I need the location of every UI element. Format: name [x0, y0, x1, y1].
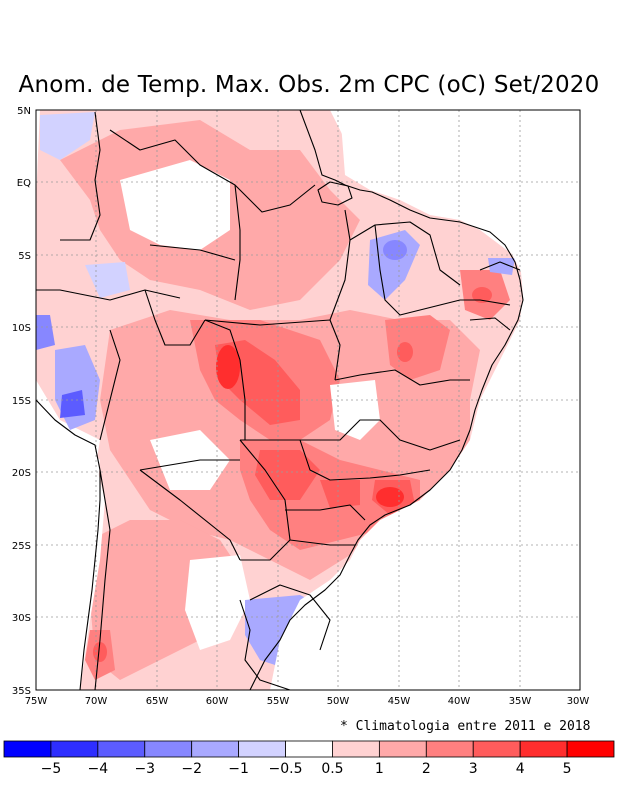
lat-label: 10S — [12, 323, 31, 334]
anomaly-zero-paraguay — [150, 430, 230, 490]
lat-label: 20S — [12, 468, 31, 479]
map-title: Anom. de Temp. Max. Obs. 2m CPC (oC) Set… — [18, 72, 600, 98]
anomaly-fill-level4-sao-paulo — [255, 450, 320, 500]
climatology-footnote: * Climatologia entre 2011 e 2018 — [340, 719, 591, 734]
colorbar-tick-label: −3 — [134, 761, 155, 777]
latitude-axis: 5N EQ 5S 10S 15S 20S 25S 30S 35S — [12, 106, 31, 697]
lon-label: 60W — [206, 696, 229, 707]
border-brazil-north — [109, 129, 316, 213]
anomaly-cool-peru-core — [60, 390, 85, 418]
anomaly-core-minas — [376, 487, 404, 507]
border-paraguay-brazil — [239, 439, 291, 561]
country-borders — [35, 109, 524, 691]
colorbar-swatch — [472, 740, 521, 758]
anomaly-core-bahia — [397, 342, 413, 362]
border-brazil-states-3 — [349, 221, 461, 286]
colorbar-swatch — [332, 740, 380, 758]
longitude-axis: 75W 70W 65W 60W 55W 50W 45W 40W 35W 30W — [25, 696, 590, 707]
border-colombia-peru — [36, 289, 181, 301]
colorbar-tick-label: 5 — [563, 761, 572, 777]
border-brazil-states-5 — [334, 369, 470, 386]
colorbar-swatch — [285, 740, 333, 758]
colorbar: −5 −4 −3 −2 −1 −0.5 0.5 1 2 3 4 5 — [3, 740, 615, 777]
grid-lines — [36, 110, 580, 690]
border-brazil-states-9 — [289, 539, 355, 546]
border-argentina-paraguay — [139, 469, 241, 561]
border-brazil-states-4 — [374, 224, 511, 316]
lon-label: 30W — [567, 696, 590, 707]
colorbar-swatch — [425, 740, 474, 758]
border-argentina-chile — [94, 469, 111, 691]
lat-label: 15S — [12, 396, 31, 407]
lat-label: 5N — [17, 106, 31, 117]
border-brazil-states-13 — [479, 261, 521, 271]
anomaly-core-pernambuco — [472, 287, 492, 303]
lat-label: EQ — [17, 178, 31, 189]
colorbar-tick-label: 1 — [375, 761, 384, 777]
coastline-atlantic — [249, 109, 524, 691]
colorbar-tick-label: −4 — [88, 761, 109, 777]
lat-label: 5S — [18, 251, 31, 262]
anomaly-zero-amazon — [120, 160, 230, 250]
border-brazil-states-6 — [300, 419, 461, 451]
border-argentina-uruguay — [239, 599, 291, 691]
lon-label: 65W — [146, 696, 169, 707]
border-brazil-states-7 — [299, 439, 431, 481]
colorbar-tick-label: −0.5 — [269, 761, 303, 777]
colorbar-swatch — [144, 740, 193, 758]
lon-label: 55W — [267, 696, 290, 707]
anomaly-cool-ecuador — [36, 315, 55, 350]
anomaly-zero-goias — [330, 380, 380, 440]
border-brazil-uruguay — [249, 584, 331, 651]
anomaly-cool-piaui — [368, 230, 420, 300]
colorbar-tick-label: −5 — [41, 761, 62, 777]
border-brazil-states-8 — [285, 504, 366, 521]
colorbar-swatch — [519, 740, 568, 758]
colorbar-tick-label: −1 — [228, 761, 249, 777]
lat-label: 25S — [12, 541, 31, 552]
colorbar-swatch — [191, 740, 240, 758]
lon-label: 50W — [327, 696, 350, 707]
marajo-island — [317, 181, 353, 206]
anomaly-fill-level3-bahia — [385, 315, 450, 380]
colorbar-swatch — [378, 740, 427, 758]
border-bolivia-brazil — [204, 319, 246, 440]
coastline-pacific — [35, 399, 101, 691]
anomaly-core-chile — [93, 642, 107, 662]
colorbar-tick-label: 3 — [469, 761, 478, 777]
border-brazil-states-14 — [469, 317, 511, 331]
border-brazil-states-12 — [149, 244, 236, 261]
anomaly-core-matogrosso — [216, 345, 240, 389]
colorbar-swatch — [566, 740, 615, 758]
lon-label: 40W — [448, 696, 471, 707]
border-peru-brazil — [144, 289, 206, 346]
colorbar-tick-label: −2 — [181, 761, 202, 777]
anomaly-cool-rn — [488, 258, 515, 275]
lat-label: 30S — [12, 613, 31, 624]
lon-label: 45W — [388, 696, 411, 707]
border-brazil-states-2 — [329, 209, 351, 321]
border-bolivia-paraguay — [139, 459, 240, 471]
lon-label: 35W — [509, 696, 532, 707]
colorbar-tick-label: 2 — [422, 761, 431, 777]
border-brazil-states-11 — [234, 184, 241, 301]
colorbar-swatch — [97, 740, 146, 758]
lat-label: 35S — [12, 686, 31, 697]
colorbar-swatch — [50, 740, 99, 758]
anomaly-fill-level4-parana — [320, 480, 360, 508]
anomaly-cool-piaui-core — [383, 240, 407, 260]
lon-label: 75W — [25, 696, 48, 707]
colorbar-swatch — [3, 740, 52, 758]
colorbar-swatch — [238, 740, 286, 758]
colorbar-tick-label: 0.5 — [321, 761, 343, 777]
border-venezuela-colombia — [60, 111, 101, 241]
colorbar-tick-label: 4 — [516, 761, 525, 777]
lon-label: 70W — [85, 696, 108, 707]
anomaly-cool-colombia — [40, 112, 95, 160]
anomaly-zero-argentina — [185, 555, 250, 650]
border-bolivia-peru — [99, 329, 121, 441]
map-frame — [35, 109, 581, 691]
